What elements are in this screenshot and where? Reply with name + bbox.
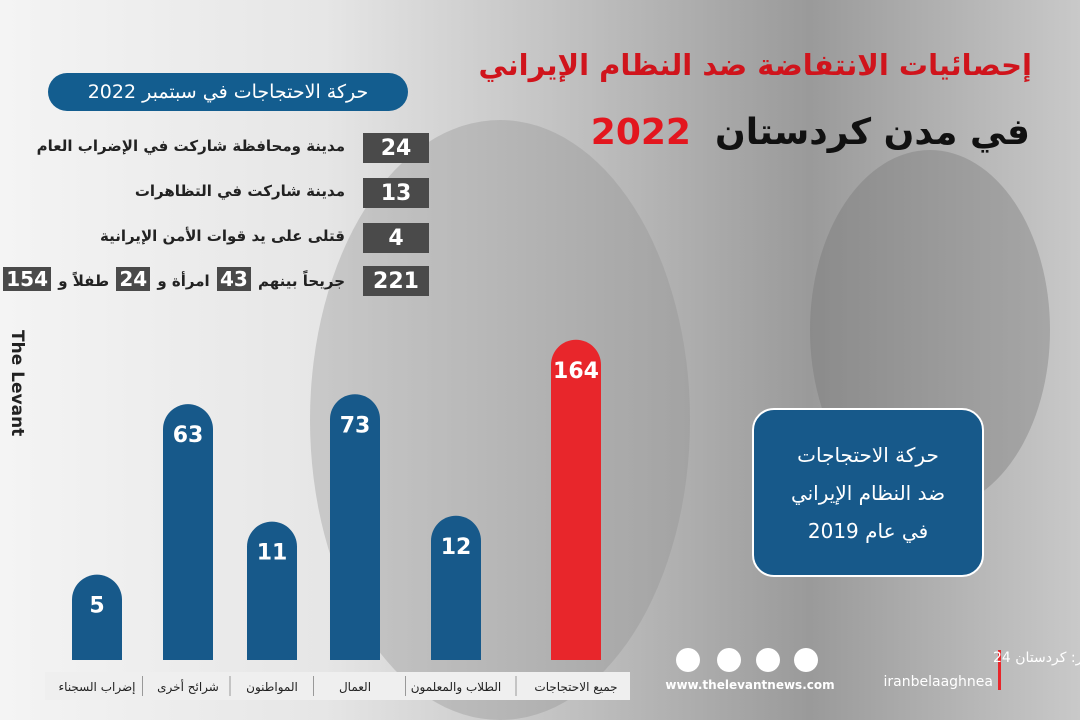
- title: في مدن كردستان 2022: [591, 112, 1030, 153]
- value-label: 164: [553, 359, 599, 384]
- icon: [794, 648, 818, 672]
- handle: iranbelaaghnea: [884, 674, 993, 690]
- stat-text: مدينة شاركت في التظاهرات: [134, 182, 345, 200]
- value-label: 12: [441, 535, 472, 560]
- bar: [72, 574, 122, 660]
- title: إحصائيات الانتفاضة ضد النظام الإيراني: [478, 48, 1032, 82]
- info-line: حركة الاحتجاجات: [797, 442, 939, 467]
- stat-text: امرأة و: [157, 272, 210, 290]
- inline-number: 43: [216, 267, 251, 291]
- stat-number: 24: [363, 133, 429, 163]
- bar: [163, 404, 213, 660]
- value-label: 73: [340, 413, 371, 438]
- x-tick-label: المواطنون: [246, 680, 298, 695]
- title-text: في مدن كردستان: [714, 112, 1030, 153]
- icon: [717, 648, 741, 672]
- x-tick-label: جميع الاحتجاجات: [534, 680, 617, 694]
- x-tick-label: شرائح أخرى: [157, 679, 219, 695]
- logo: The Levant: [7, 330, 27, 436]
- stat-text: قتلى على يد قوات الأمن الإيرانية: [99, 227, 345, 245]
- info-box: حركة الاحتجاجات ضد النظام الإيراني في عا…: [752, 408, 984, 577]
- source: المصدر: كردستان 24: [993, 650, 1080, 666]
- title-year: 2022: [590, 112, 691, 153]
- stat-number: 221: [363, 266, 429, 296]
- x-tick-label: العمال: [339, 680, 371, 694]
- x-tick-label: الطلاب والمعلمون: [411, 680, 502, 695]
- stat-number: 4: [363, 223, 429, 253]
- bar: [551, 339, 601, 660]
- stat-number: 13: [363, 178, 429, 208]
- section-title: حركة الاحتجاجات في سبتمبر 2022: [48, 73, 408, 111]
- bar: [247, 521, 297, 660]
- value-label: 63: [173, 423, 204, 448]
- value-label: 5: [89, 594, 104, 619]
- inline-number: 154: [3, 267, 51, 291]
- bar: [431, 515, 481, 660]
- stat-text: جريحاً بينهم: [258, 272, 345, 290]
- website: www.thelevantnews.com: [665, 678, 834, 692]
- inline-number: 24: [116, 267, 151, 291]
- stat-text: طفلاً و: [58, 272, 110, 290]
- bar: [330, 394, 380, 660]
- accent-bar: [998, 650, 1001, 690]
- info-line: في عام 2019: [807, 518, 929, 543]
- icon: [756, 648, 780, 672]
- icon: [676, 648, 700, 672]
- stat-text: مدينة ومحافظة شاركت في الإضراب العام: [36, 137, 345, 155]
- info-line: ضد النظام الإيراني: [790, 480, 946, 505]
- social-icons: [676, 648, 818, 672]
- x-tick-label: إضراب السجناء: [59, 680, 136, 695]
- stat-text: جريحاً بينهم 43 امرأة و 24 طفلاً و 154 ر…: [0, 267, 345, 291]
- value-label: 11: [257, 541, 288, 566]
